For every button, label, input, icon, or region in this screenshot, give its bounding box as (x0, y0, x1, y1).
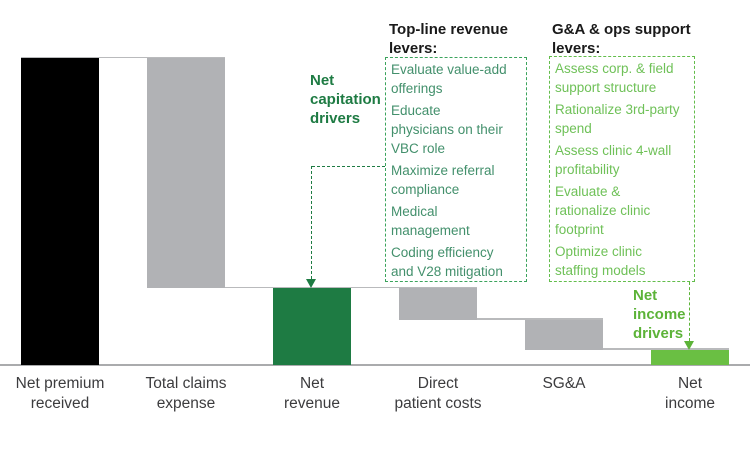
capitation-arrow-horizontal (312, 166, 385, 167)
bar-total-claims-expense (147, 58, 225, 289)
income-arrow-vertical (689, 282, 690, 341)
lever-item: Evaluate value-add offerings (391, 62, 507, 96)
axis-label: Net premium received (15, 375, 105, 412)
waterfall-connector (399, 318, 603, 320)
bar-net-premium-received (21, 58, 99, 365)
net-capitation-drivers-label: Net capitation drivers (310, 72, 381, 127)
waterfall-connector (21, 56, 225, 58)
topline-levers-box: Evaluate value-add offerings Educate phy… (385, 57, 527, 282)
lever-item: Optimize clinic staffing models (555, 244, 646, 278)
bar-direct-patient-costs (399, 288, 477, 320)
topline-levers-title: Top-line revenue levers: (389, 21, 508, 57)
waterfall-connector (525, 348, 729, 350)
lever-item: Maximize referral compliance (391, 163, 495, 197)
lever-item: Rationalize 3rd-party spend (555, 102, 680, 136)
axis-label: SG&A (542, 375, 586, 392)
bar-net-revenue (273, 288, 351, 365)
lever-item: Assess clinic 4-wall profitability (555, 143, 672, 177)
axis-label: Net revenue (283, 375, 340, 412)
axis-label: Net income (665, 375, 715, 412)
capitation-arrowhead-icon (306, 279, 316, 288)
ga-ops-levers-title: G&A & ops support levers: (552, 21, 691, 57)
baseline-axis (0, 364, 750, 366)
lever-item: Evaluate & rationalize clinic footprint (555, 184, 651, 237)
lever-item: Educate physicians on their VBC role (391, 103, 503, 156)
net-income-drivers-label: Net income drivers (633, 287, 686, 342)
ga-ops-levers-box: Assess corp. & field support structure R… (549, 56, 695, 282)
bar-net-income (651, 349, 729, 365)
capitation-arrow-vertical (311, 166, 312, 279)
axis-label: Total claims expense (145, 375, 227, 412)
bar-sg-a (525, 319, 603, 350)
lever-item: Coding efficiency and V28 mitigation (391, 245, 503, 279)
axis-label: Direct patient costs (394, 375, 482, 412)
lever-item: Medical management (391, 204, 470, 238)
income-arrowhead-icon (684, 341, 694, 350)
lever-item: Assess corp. & field support structure (555, 61, 674, 95)
